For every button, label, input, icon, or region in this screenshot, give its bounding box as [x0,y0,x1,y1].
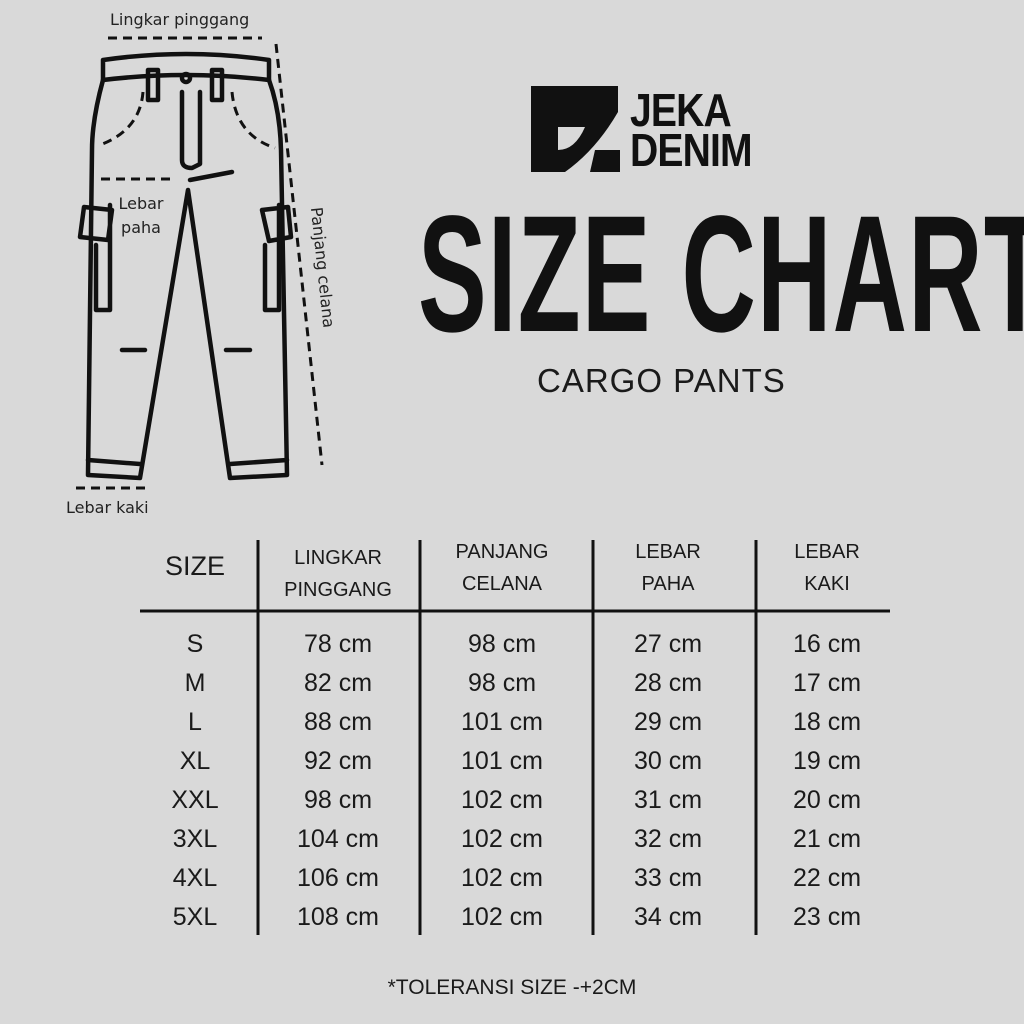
hem-right [227,457,290,467]
front-pocket-left [99,91,145,147]
hem-left [85,457,143,467]
table-cell: XXL [171,786,219,814]
table-cell: 27 cm [633,630,703,658]
table-cell: 32 cm [633,825,703,853]
table-cell: 102 cm [461,786,543,814]
column-header-line2: KAKI [804,573,850,595]
table-cell: 28 cm [633,669,703,697]
column-header: LEBAR KAKI [794,536,860,600]
belt-loop-right [209,67,225,103]
column-header: LINGKAR PINGGANG [284,542,392,606]
table-cell: M [184,669,206,697]
column-header-line1: PANJANG [455,541,549,563]
column-header-line2: CELANA [461,573,543,595]
table-cell: 3XL [172,825,218,853]
table-cell: 98 cm [467,630,537,658]
table-cell: XL [179,747,211,775]
table-cell: 22 cm [792,864,862,892]
table-cell: S [186,630,204,658]
table-cell: 102 cm [461,825,543,853]
table-cell: 18 cm [792,708,862,736]
table-cell: 17 cm [792,669,862,697]
table-cell: 108 cm [297,903,379,931]
table-cell: 98 cm [303,786,373,814]
table-cell: 29 cm [633,708,703,736]
table-cell: 106 cm [297,864,379,892]
table-cell: 78 cm [303,630,373,658]
column-header: PANJANG CELANA [456,536,549,600]
table-cell: L [188,708,202,736]
tolerance-note: *TOLERANSI SIZE -+2CM [387,976,637,999]
table-cell: 20 cm [792,786,862,814]
length-measure-line [274,43,324,466]
table-cell: 101 cm [461,747,543,775]
front-pocket-right [230,91,276,150]
page-title: SIZE CHART [418,182,1024,367]
table-cell: 34 cm [633,903,703,931]
cargo-pocket-left [77,202,115,313]
table-cell: 102 cm [461,903,543,931]
pants-outline [85,77,290,481]
table-cell: 102 cm [461,864,543,892]
table-cell: 98 cm [467,669,537,697]
waist-label: Lingkar pinggang [110,10,250,29]
table-cell: 31 cm [633,786,703,814]
brand-line2: DENIM [630,124,753,176]
table-cell: 5XL [172,903,218,931]
column-header-line1: LEBAR [794,541,860,563]
thigh-label-line1: Lebar [118,194,164,213]
belt-loop-left [145,67,161,103]
thigh-label-line2: paha [121,218,161,237]
column-header-line2: PINGGANG [284,579,392,601]
cargo-pocket-right [259,202,294,313]
brand-line1: JEKA [630,84,732,136]
table-cell: 82 cm [303,669,373,697]
button [179,71,193,85]
brand-logo-text: JEKA DENIM [630,84,773,176]
table-cell: 16 cm [792,630,862,658]
table-cell: 21 cm [792,825,862,853]
brand-logo-mark [531,86,620,172]
table-cell: 30 cm [633,747,703,775]
thigh-label: Lebar paha [116,192,166,240]
table-cell: 4XL [172,864,218,892]
column-header-line2: PAHA [641,573,695,595]
table-cell: 88 cm [303,708,373,736]
column-header-line1: LINGKAR [294,547,382,569]
table-cell: 92 cm [303,747,373,775]
table-cell: 104 cm [297,825,379,853]
column-header-size: SIZE [164,551,226,581]
page-subtitle: CARGO PANTS [537,362,786,399]
column-header-line1: LEBAR [635,541,701,563]
fly [179,89,203,171]
table-cell: 19 cm [792,747,862,775]
table-cell: 101 cm [461,708,543,736]
table-cell: 23 cm [792,903,862,931]
leg-label: Lebar kaki [66,498,149,517]
column-header: LEBAR PAHA [635,536,701,600]
table-cell: 33 cm [633,864,703,892]
